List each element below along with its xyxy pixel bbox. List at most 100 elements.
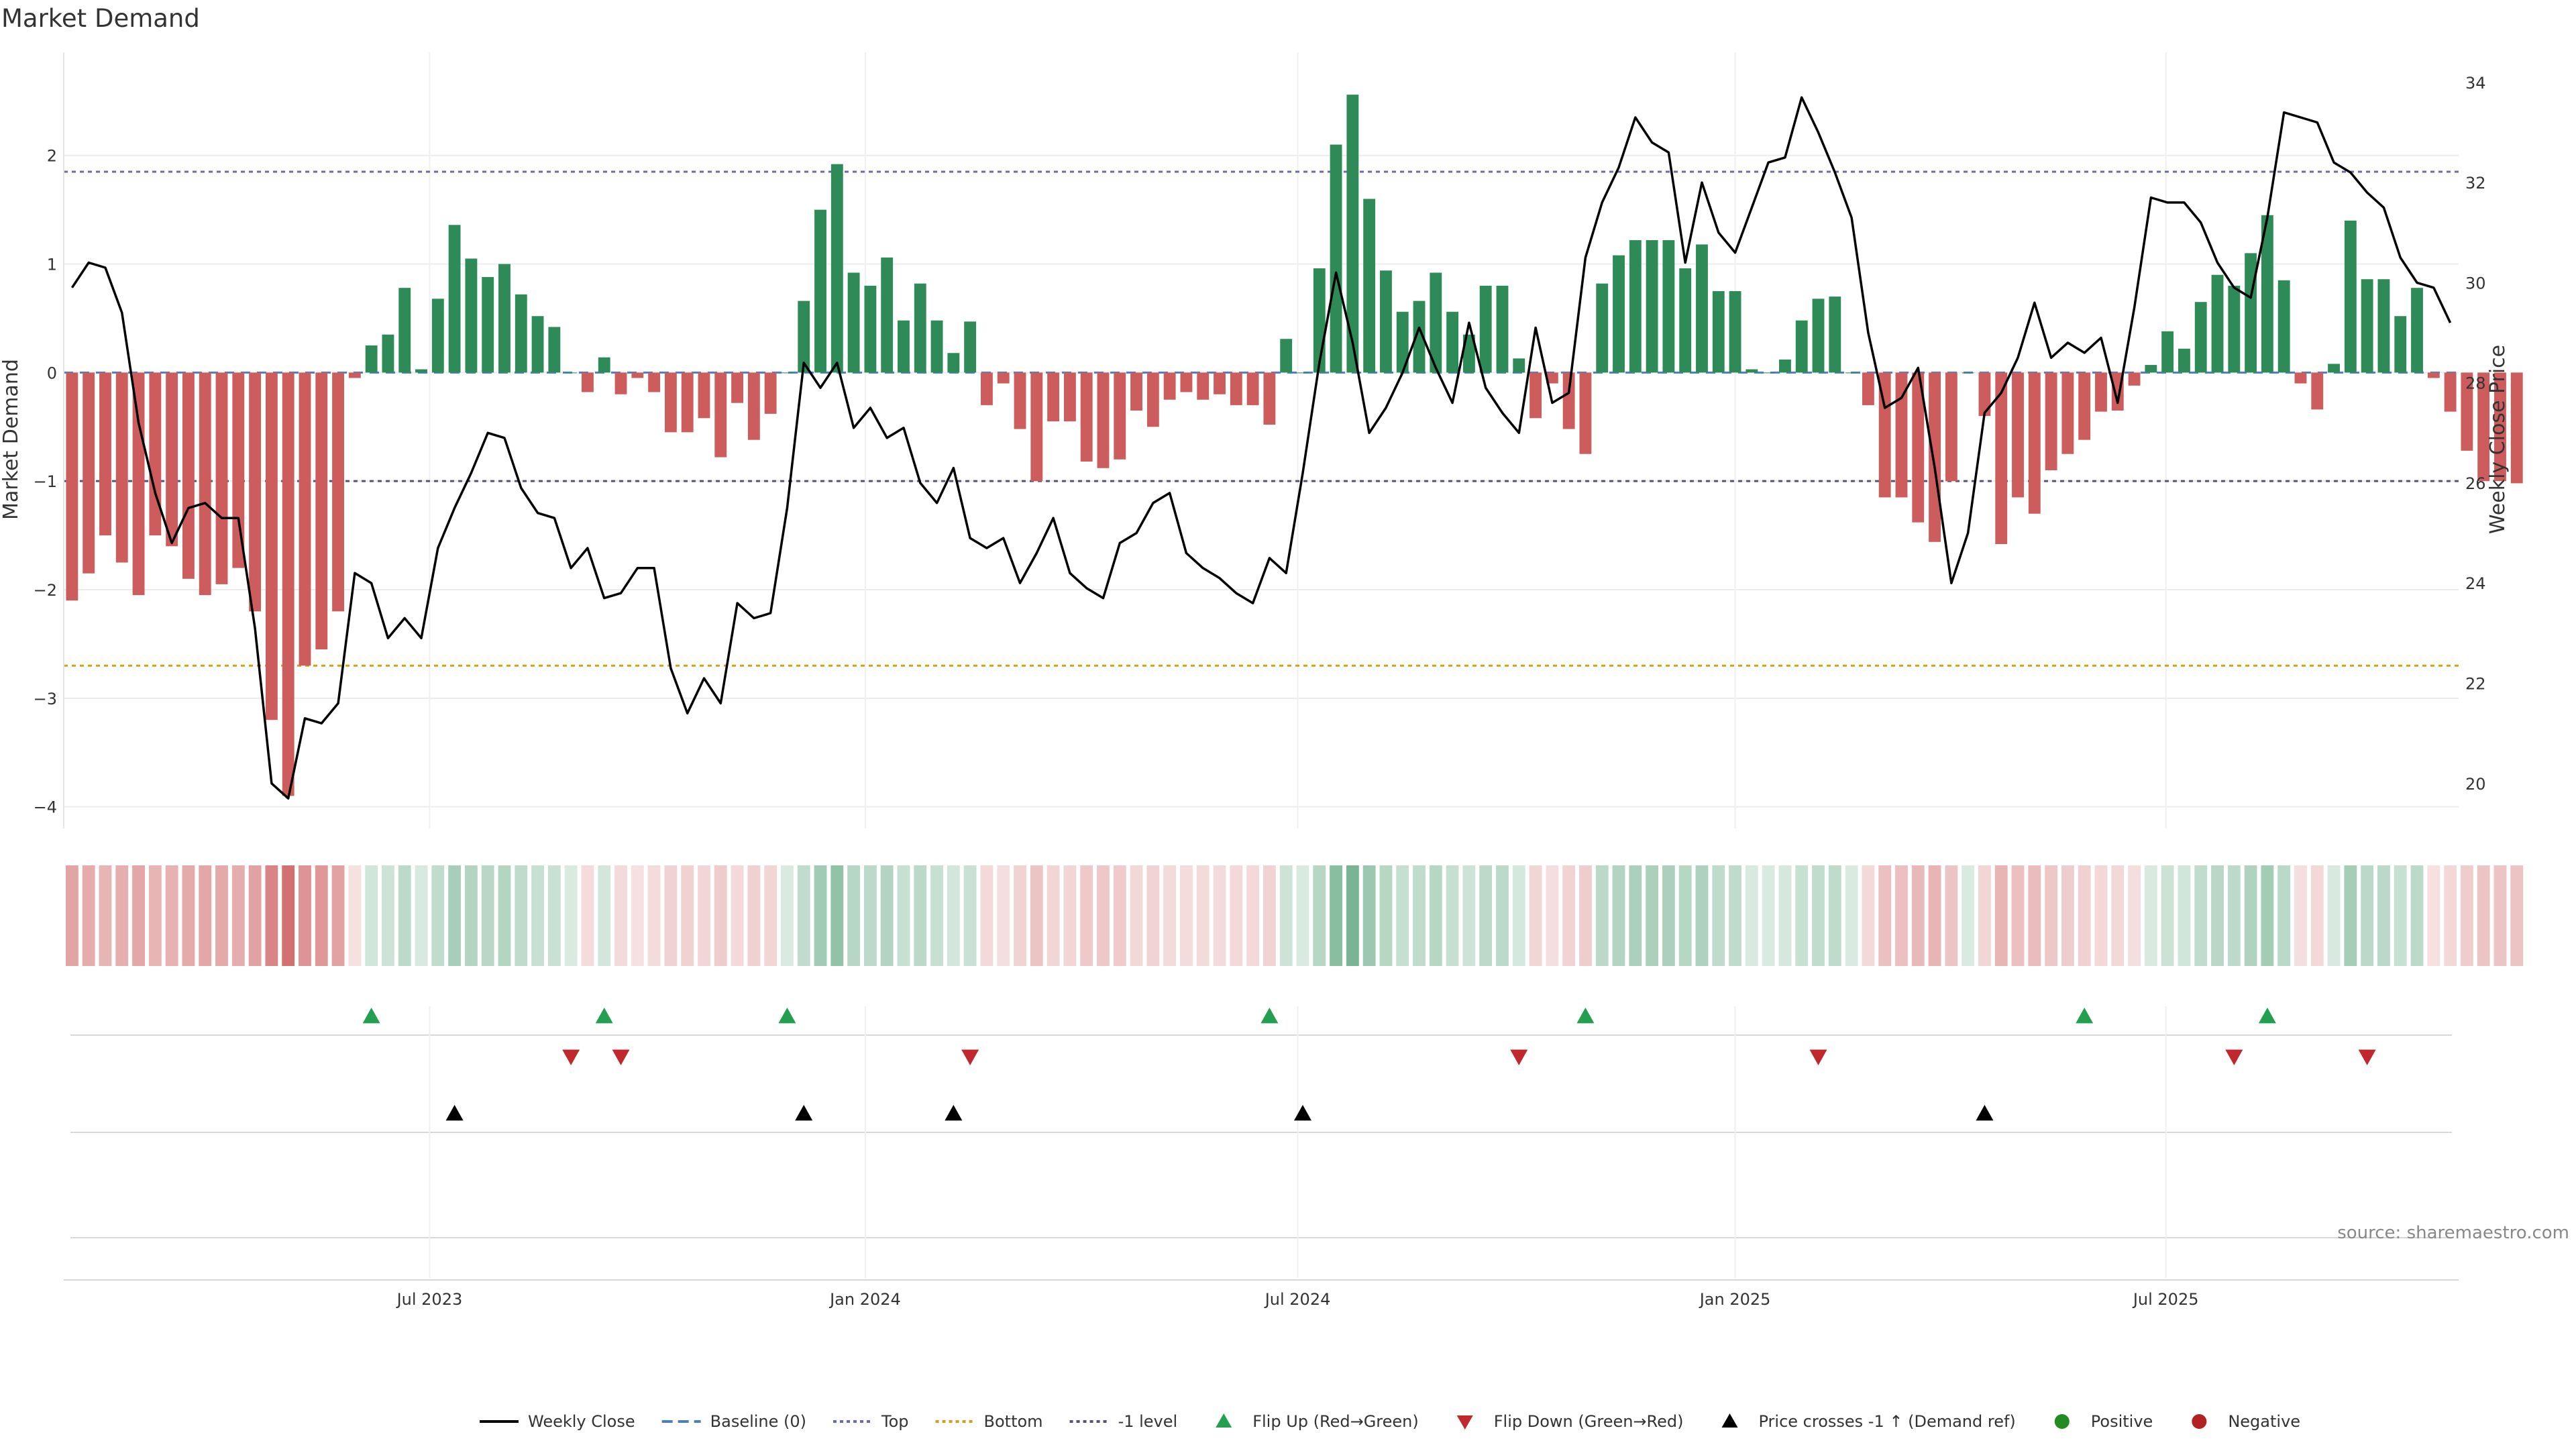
heat-cell — [1812, 865, 1825, 966]
heat-cell — [1496, 865, 1509, 966]
flip-down-marker — [1510, 1049, 1528, 1065]
demand-bar — [2361, 279, 2373, 373]
demand-bar — [1280, 339, 1293, 373]
demand-bar — [747, 372, 760, 440]
demand-bar — [199, 372, 211, 596]
demand-bars — [66, 95, 2523, 796]
heat-cell — [1629, 865, 1642, 966]
demand-bar — [2411, 288, 2423, 373]
x-tick-label: Jan 2024 — [828, 1290, 901, 1309]
demand-bar — [2045, 372, 2057, 470]
heat-cell — [1729, 865, 1741, 966]
heat-cell — [914, 865, 927, 966]
heat-cell — [2244, 865, 2257, 966]
legend-label: Price crosses -1 ↑ (Demand ref) — [1759, 1412, 2016, 1431]
heat-cell — [2277, 865, 2291, 966]
y-tick-left: −2 — [34, 581, 57, 600]
demand-bar — [249, 372, 262, 612]
demand-bar — [482, 276, 494, 373]
heat-cell — [2377, 865, 2390, 966]
demand-bar — [714, 372, 727, 458]
demand-bar — [1762, 372, 1775, 374]
heat-cell — [714, 865, 727, 966]
y-tick-right: 28 — [2465, 374, 2486, 393]
flip-down-marker — [2358, 1049, 2376, 1065]
demand-bar — [1180, 372, 1193, 392]
demand-bar — [898, 320, 910, 373]
demand-bar — [2061, 372, 2074, 454]
demand-bar — [2427, 372, 2440, 378]
heat-cell — [1695, 865, 1709, 966]
heat-cell — [1845, 865, 1858, 966]
demand-bar — [814, 209, 826, 373]
price-cross-marker — [445, 1105, 464, 1121]
heat-cell — [1878, 865, 1892, 966]
heat-cell — [2327, 865, 2341, 966]
heat-cell — [581, 865, 594, 966]
price-cross-marker — [1293, 1105, 1311, 1121]
heat-cell — [880, 865, 894, 966]
demand-bar — [1995, 372, 2008, 545]
demand-bar — [531, 316, 544, 373]
demand-bar — [448, 225, 461, 373]
demand-bar — [166, 372, 178, 547]
heat-cell — [1646, 865, 1659, 966]
flip-up-marker — [595, 1008, 613, 1024]
heat-cell — [747, 865, 761, 966]
demand-bar — [1795, 320, 1808, 373]
heat-cell — [614, 865, 627, 966]
demand-bar — [781, 372, 794, 374]
y-tick-left: 2 — [47, 147, 57, 166]
source-note: source: sharemaestro.com — [2337, 1223, 2569, 1243]
demand-bar — [2377, 279, 2390, 373]
x-tick-label: Jul 2025 — [2132, 1290, 2199, 1309]
grid-lines — [64, 52, 2459, 828]
demand-bar — [2211, 274, 2224, 373]
heat-cell — [415, 865, 428, 966]
demand-bar — [1413, 301, 1426, 373]
legend-item: -1 level — [1069, 1412, 1177, 1431]
heat-cell — [1962, 865, 1975, 966]
demand-bar — [465, 258, 478, 373]
heat-cell — [1046, 865, 1060, 966]
demand-bar — [1462, 334, 1475, 373]
y-tick-left: −3 — [34, 690, 57, 708]
heat-cell — [2061, 865, 2074, 966]
demand-bar — [1446, 311, 1459, 373]
demand-bar — [881, 257, 894, 373]
heat-cell — [930, 865, 943, 966]
heat-cell — [1330, 865, 1342, 966]
heat-cell — [1362, 865, 1376, 966]
legend: Weekly Close Baseline (0) Top Bottom -1 leve… — [480, 1412, 2300, 1431]
demand-bar — [1912, 372, 1925, 523]
heat-cell — [515, 865, 528, 966]
heat-cell — [2227, 865, 2241, 966]
heat-cell — [481, 865, 494, 966]
demand-bar — [1097, 372, 1110, 468]
demand-bar — [2394, 316, 2407, 373]
demand-bar — [698, 372, 710, 419]
heat-cell — [2011, 865, 2025, 966]
heat-cell — [1163, 865, 1177, 966]
heat-cell — [1296, 865, 1309, 966]
weekly-close-line — [70, 96, 2452, 800]
legend-label: Positive — [2091, 1412, 2153, 1431]
heat-cell — [215, 865, 228, 966]
demand-bar — [2477, 372, 2490, 482]
demand-bar — [83, 372, 95, 574]
heat-cell — [531, 865, 544, 966]
flip-up-marker — [1260, 1008, 1279, 1024]
heat-cell — [2144, 865, 2157, 966]
demand-bar — [332, 372, 344, 612]
heat-cell — [431, 865, 445, 966]
demand-bar — [1513, 358, 1525, 373]
demand-bar — [1779, 359, 1791, 373]
heat-cell — [365, 865, 378, 966]
heat-cell — [2344, 865, 2357, 966]
demand-bar — [1978, 372, 1991, 417]
heat-cell — [1446, 865, 1459, 966]
y-tick-right: 30 — [2465, 274, 2486, 292]
flip-up-marker — [362, 1008, 380, 1024]
demand-bar — [398, 288, 411, 373]
